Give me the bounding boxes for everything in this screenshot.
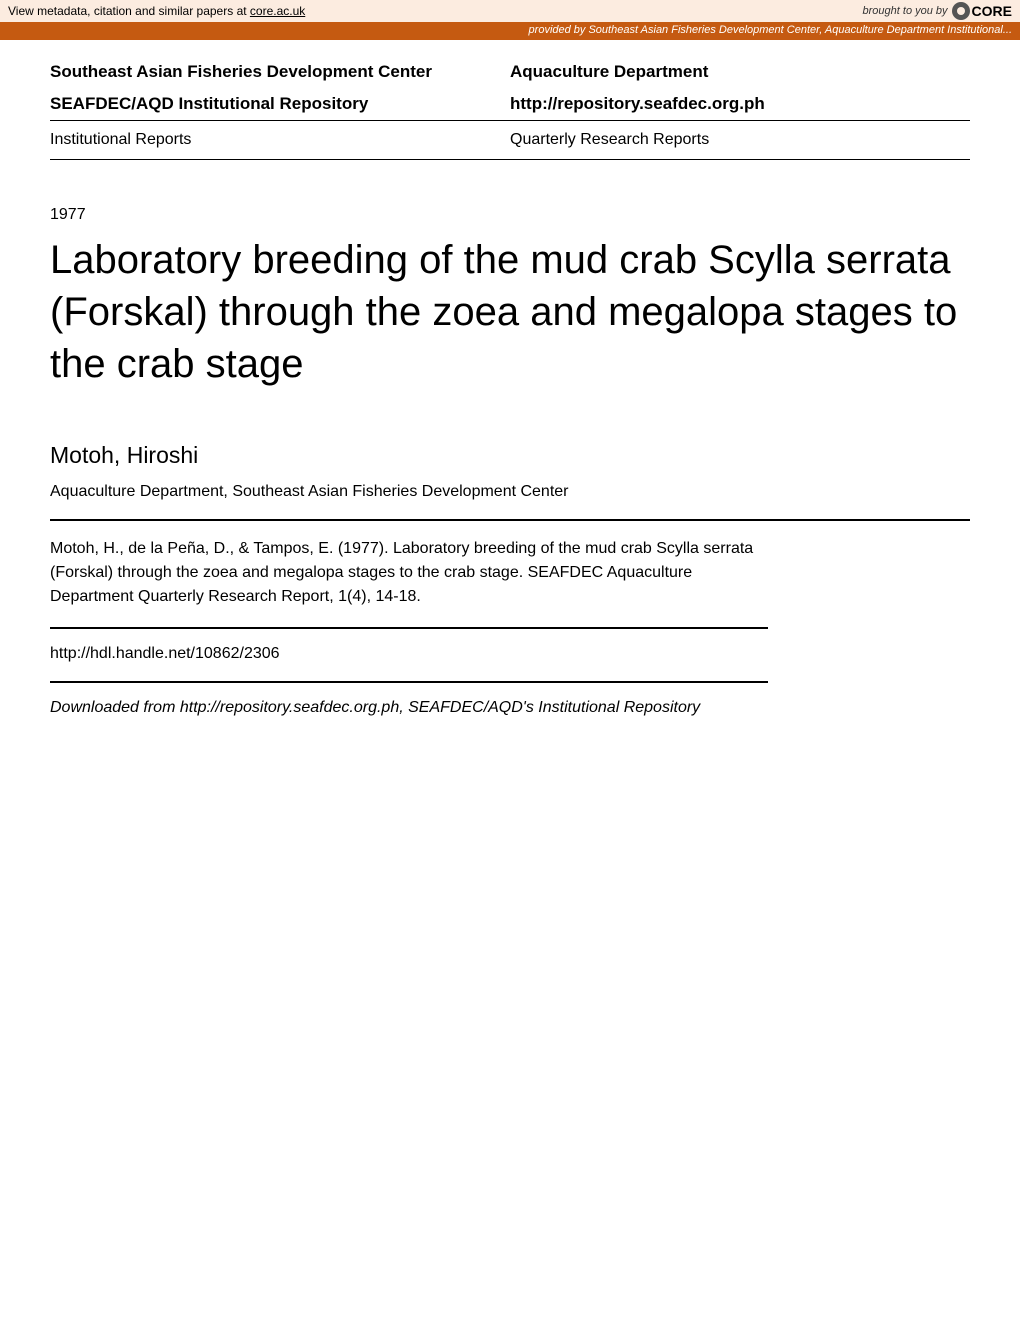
brought-by-text: brought to you by — [863, 5, 948, 17]
org-name: Southeast Asian Fisheries Development Ce… — [50, 56, 510, 88]
provider-text: provided by Southeast Asian Fisheries De… — [529, 24, 1012, 36]
banner-prefix: View metadata, citation and similar pape… — [8, 4, 250, 18]
core-logo[interactable]: CORE — [952, 2, 1012, 20]
repo-name: SEAFDEC/AQD Institutional Repository — [50, 88, 510, 121]
header-row-series: Institutional Reports Quarterly Research… — [50, 121, 970, 160]
header-row-org: Southeast Asian Fisheries Development Ce… — [50, 56, 970, 88]
download-note: Downloaded from http://repository.seafde… — [50, 699, 970, 717]
author-name: Motoh, Hiroshi — [50, 442, 970, 469]
series-right: Quarterly Research Reports — [510, 121, 970, 160]
core-brand-text: CORE — [972, 3, 1012, 19]
document-title: Laboratory breeding of the mud crab Scyl… — [50, 234, 970, 390]
core-link[interactable]: core.ac.uk — [250, 4, 305, 18]
repo-url: http://repository.seafdec.org.ph — [510, 88, 970, 121]
citation-text: Motoh, H., de la Peña, D., & Tampos, E. … — [50, 537, 768, 627]
banner-left: View metadata, citation and similar pape… — [8, 4, 305, 18]
author-affiliation: Aquaculture Department, Southeast Asian … — [50, 483, 970, 521]
banner-right: brought to you by CORE — [863, 2, 1012, 20]
core-icon — [952, 2, 970, 20]
citation-divider — [50, 627, 768, 629]
core-banner: View metadata, citation and similar pape… — [0, 0, 1020, 22]
dept-name: Aquaculture Department — [510, 56, 970, 88]
provider-bar: provided by Southeast Asian Fisheries De… — [0, 22, 1020, 40]
series-left: Institutional Reports — [50, 121, 510, 160]
publication-year: 1977 — [50, 206, 970, 224]
header-table: Southeast Asian Fisheries Development Ce… — [50, 56, 970, 160]
header-row-repo: SEAFDEC/AQD Institutional Repository htt… — [50, 88, 970, 121]
handle-divider — [50, 681, 768, 683]
handle-url: http://hdl.handle.net/10862/2306 — [50, 645, 970, 681]
document-content: Southeast Asian Fisheries Development Ce… — [0, 40, 1020, 717]
